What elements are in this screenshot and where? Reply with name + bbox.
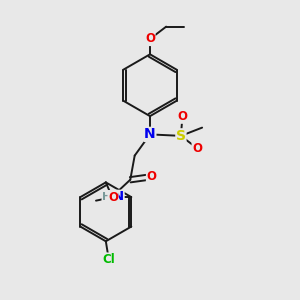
Text: O: O xyxy=(177,110,188,123)
Text: O: O xyxy=(145,32,155,46)
Text: Cl: Cl xyxy=(102,253,115,266)
Text: O: O xyxy=(146,170,157,183)
Text: N: N xyxy=(144,128,156,141)
Text: O: O xyxy=(192,142,202,155)
Text: O: O xyxy=(108,190,118,204)
Text: S: S xyxy=(176,129,186,143)
Text: H: H xyxy=(102,192,111,202)
Text: N: N xyxy=(113,190,124,203)
